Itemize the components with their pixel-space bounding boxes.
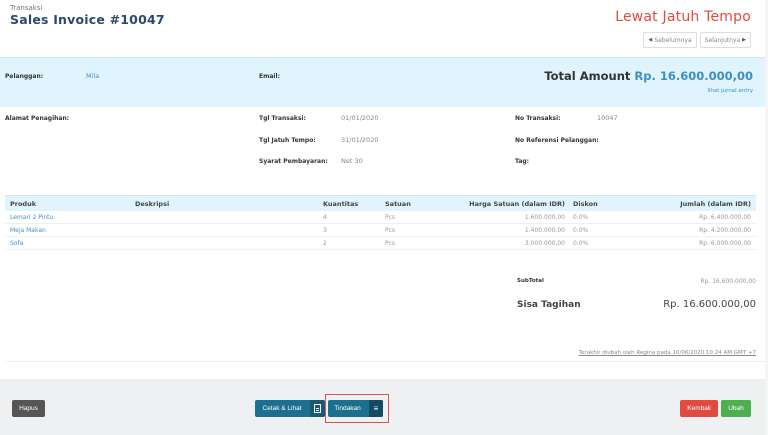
customer-link[interactable]: Mila: [86, 72, 100, 80]
discount-cell: 0.0%: [573, 227, 589, 234]
journal-entry-link[interactable]: lihat jurnal entry: [707, 88, 753, 94]
discount-cell: 0.0%: [573, 214, 589, 221]
payment-terms-value: Net 30: [341, 157, 363, 165]
table-row: Meja Makan 3 Pcs 1.400.000,00 0.0% Rp. 4…: [5, 224, 756, 237]
transaction-no-value: 10047: [597, 114, 618, 122]
product-link[interactable]: Lemari 2 Pintu: [10, 214, 54, 221]
breadcrumb[interactable]: Transaksi: [10, 4, 43, 12]
balance-due-label: Sisa Tagihan: [517, 300, 581, 310]
amount-cell: Rp. 4.200.000,00: [699, 227, 751, 234]
billing-address-label: Alamat Penagihan:: [5, 115, 70, 122]
payment-terms-label: Syarat Pembayaran:: [259, 158, 328, 165]
email-label: Email:: [259, 73, 280, 80]
customer-label: Pelanggan:: [5, 73, 44, 80]
invoice-info-band: Pelanggan: Mila Email: Total Amount Rp. …: [0, 57, 765, 107]
total-amount-label: Total Amount: [544, 69, 631, 83]
action-footer: Hapus Cetak & Lihat Tindakan ≡ Kembali U…: [0, 379, 765, 435]
transaction-date-label: Tgl Transaksi:: [259, 115, 306, 122]
table-row: Sofa 2 Pcs 3.000.000,00 0.0% Rp. 6.000.0…: [5, 237, 756, 250]
menu-icon: ≡: [369, 400, 383, 417]
unit-cell: Pcs: [385, 240, 396, 247]
edit-button[interactable]: Ubah: [721, 400, 751, 417]
unit-price-cell: 1.400.000,00: [524, 227, 565, 234]
tag-label: Tag:: [515, 158, 530, 165]
actions-button[interactable]: Tindakan ≡: [328, 400, 383, 417]
triangle-right-icon: ▶: [742, 37, 746, 43]
quantity-cell: 2: [323, 240, 327, 247]
column-header-description: Deskripsi: [135, 200, 170, 208]
products-table: Produk Deskripsi Kuantitas Satuan Harga …: [5, 195, 756, 250]
transaction-no-label: No Transaksi:: [515, 115, 561, 122]
unit-cell: Pcs: [385, 227, 396, 234]
column-header-unit: Satuan: [385, 200, 411, 208]
column-header-product: Produk: [10, 200, 37, 208]
quantity-cell: 4: [323, 214, 327, 221]
due-date-label: Tgl Jatuh Tempo:: [259, 137, 316, 144]
next-label: Selanjutnya: [704, 36, 741, 44]
total-amount-value: Rp. 16.600.000,00: [634, 69, 753, 83]
triangle-left-icon: ◀: [648, 37, 653, 43]
last-modified-link[interactable]: Terakhir diubah oleh Regina pada 10/06/2…: [578, 350, 756, 356]
delete-button[interactable]: Hapus: [12, 400, 45, 417]
amount-cell: Rp. 6.000.000,00: [699, 240, 751, 247]
amount-cell: Rp. 6.400.000,00: [699, 214, 751, 221]
print-preview-label: Cetak & Lihat: [262, 405, 302, 412]
divider: [5, 361, 765, 362]
column-header-unit-price: Harga Satuan (dalam IDR): [469, 200, 565, 208]
column-header-discount: Diskon: [573, 200, 598, 208]
previous-label: Sebelumnya: [654, 36, 692, 44]
page-title: Sales Invoice #10047: [10, 12, 165, 27]
next-button[interactable]: Selanjutnya ▶: [699, 32, 751, 48]
unit-cell: Pcs: [385, 214, 396, 221]
quantity-cell: 3: [323, 227, 327, 234]
due-date-value: 31/01/2020: [341, 136, 379, 144]
column-header-amount: Jumlah (dalam IDR): [680, 200, 751, 208]
column-header-quantity: Kuantitas: [323, 200, 359, 208]
pagination-nav: ◀ Sebelumnya Selanjutnya ▶: [643, 32, 751, 48]
table-row: Lemari 2 Pintu 4 Pcs 1.600.000,00 0.0% R…: [5, 211, 756, 224]
discount-cell: 0.0%: [573, 240, 589, 247]
product-link[interactable]: Meja Makan: [10, 227, 46, 234]
unit-price-cell: 3.000.000,00: [524, 240, 565, 247]
scrollbar[interactable]: [765, 0, 768, 435]
customer-reference-label: No Referensi Pelanggan:: [515, 137, 599, 144]
unit-price-cell: 1.600.000,00: [524, 214, 565, 221]
table-header: Produk Deskripsi Kuantitas Satuan Harga …: [5, 195, 756, 211]
status-badge: Lewat Jatuh Tempo: [615, 9, 751, 25]
balance-due-value: Rp. 16.600.000,00: [663, 299, 756, 310]
transaction-date-value: 01/01/2020: [341, 114, 379, 122]
subtotal-value: Rp. 16.600.000,00: [700, 278, 756, 285]
total-amount: Total Amount Rp. 16.600.000,00: [544, 69, 753, 83]
back-button[interactable]: Kembali: [680, 400, 718, 417]
print-preview-button[interactable]: Cetak & Lihat: [255, 400, 325, 417]
product-link[interactable]: Sofa: [10, 240, 24, 247]
actions-label: Tindakan: [334, 405, 361, 412]
invoice-details: Alamat Penagihan: Tgl Transaksi: 01/01/2…: [0, 108, 765, 188]
document-icon: [310, 400, 325, 417]
subtotal-label: SubTotal: [517, 278, 544, 284]
previous-button[interactable]: ◀ Sebelumnya: [643, 32, 697, 48]
highlight-box: [325, 394, 389, 423]
page-header: Transaksi Sales Invoice #10047 Lewat Jat…: [0, 0, 768, 56]
